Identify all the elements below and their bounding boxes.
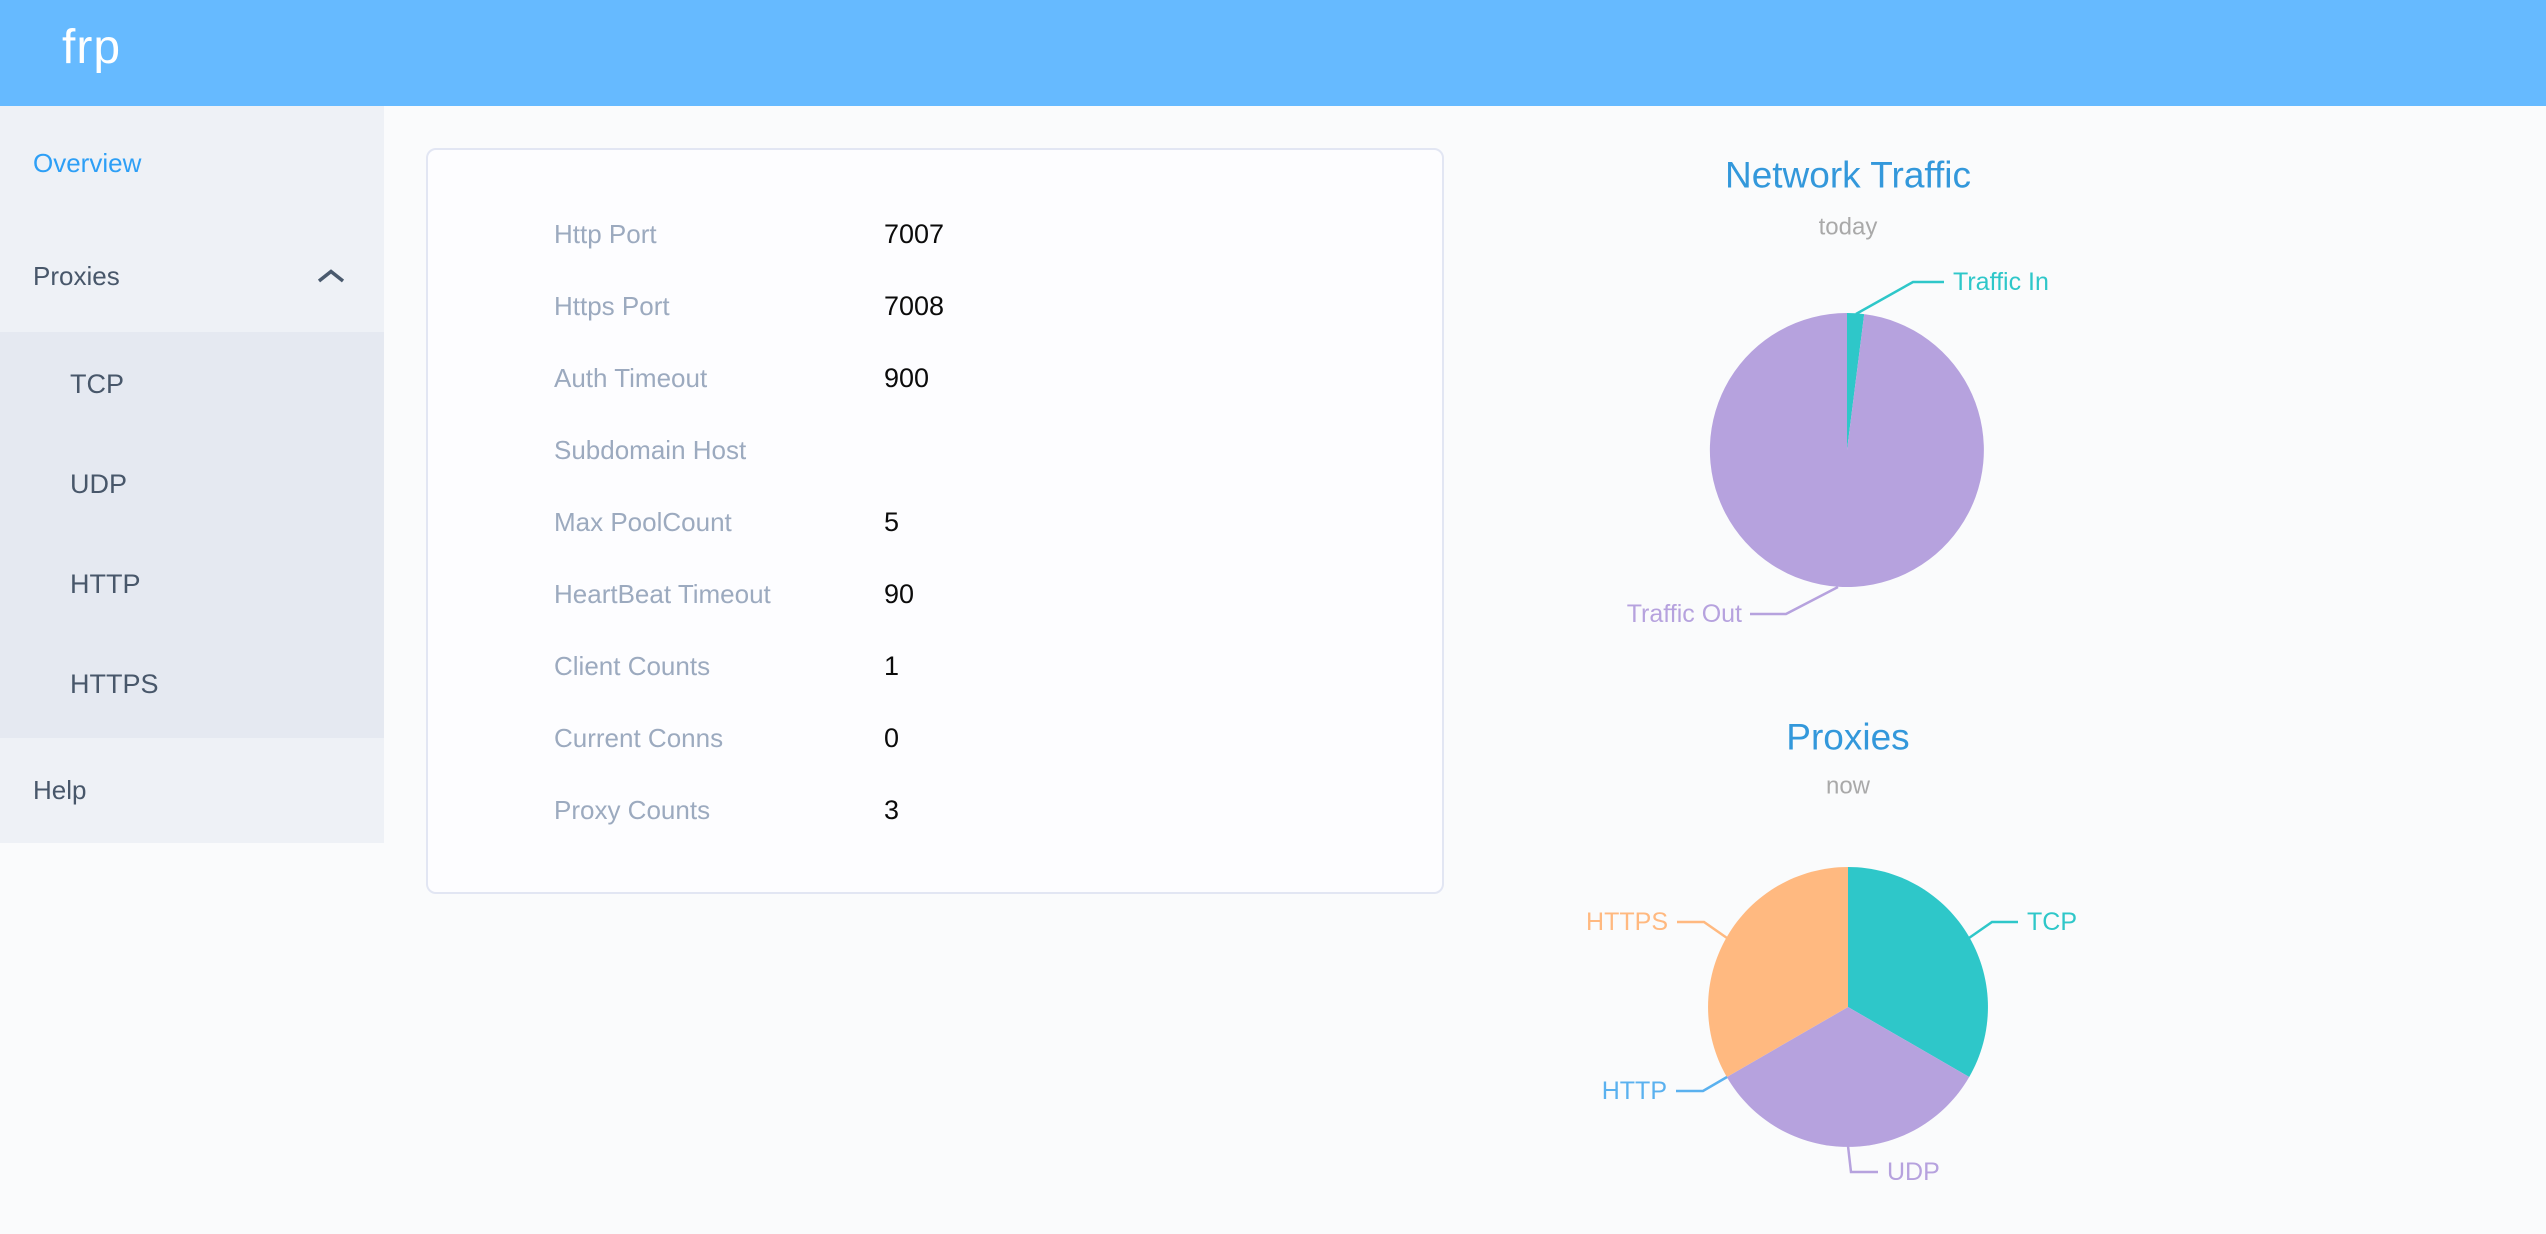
pie-label-line-tcp (1968, 920, 2018, 940)
info-value: 1 (884, 650, 900, 681)
pie-slice-https[interactable] (1708, 867, 1848, 1077)
info-label: Http Port (554, 218, 657, 249)
pie-label-line-udp (1846, 1145, 1878, 1174)
pie-label-tcp: TCP (2027, 908, 2077, 936)
chart-subtitle: now (1826, 773, 1871, 800)
sidebar-item-overview[interactable]: Overview (0, 106, 384, 220)
proxies-submenu: TCP UDP HTTP HTTPS (0, 332, 384, 738)
pie-label-udp: UDP (1887, 1158, 1940, 1186)
info-value: 0 (884, 722, 900, 753)
sidebar-item-label: Help (33, 775, 87, 805)
info-label: HeartBeat Timeout (554, 578, 771, 609)
sidebar-item-label: HTTP (70, 568, 141, 599)
sidebar-item-label: HTTPS (70, 668, 159, 699)
info-row: Https Port 7008 (428, 270, 1442, 342)
pie-label-line-traffic-out (1750, 585, 1839, 616)
info-row: Current Conns 0 (428, 702, 1442, 774)
sidebar-item-tcp[interactable]: TCP (0, 334, 384, 434)
info-value: 7008 (884, 290, 945, 321)
pie-label-line-https (1677, 920, 1728, 940)
chart-title: Network Traffic (1725, 155, 1971, 196)
info-label: Proxy Counts (554, 794, 711, 825)
info-value: 900 (884, 362, 930, 393)
pie-label-line-http (1676, 1075, 1728, 1093)
pie-label-line-traffic-in (1855, 280, 1944, 316)
sidebar-item-https[interactable]: HTTPS (0, 634, 384, 734)
info-label: Current Conns (554, 722, 724, 753)
server-info-card: Http Port 7007 Https Port 7008 Auth Time… (426, 148, 1444, 894)
info-label: Max PoolCount (554, 506, 732, 537)
info-row: Subdomain Host (428, 414, 1442, 486)
chevron-up-icon (317, 269, 345, 283)
sidebar-item-udp[interactable]: UDP (0, 434, 384, 534)
sidebar-item-help[interactable]: Help (0, 738, 384, 843)
sidebar-item-label: TCP (70, 368, 124, 399)
info-row: Http Port 7007 (428, 198, 1442, 270)
chart-subtitle: today (1819, 214, 1878, 241)
pie-slice-udp[interactable] (1726, 1007, 1970, 1147)
pie-slice-traffic-out[interactable] (1709, 312, 1984, 587)
sidebar-item-label: Proxies (33, 260, 120, 291)
info-row: Auth Timeout 900 (428, 342, 1442, 414)
pie-label-http: HTTP (1602, 1077, 1667, 1105)
server-info-rows: Http Port 7007 Https Port 7008 Auth Time… (428, 198, 1442, 846)
info-value: 90 (884, 578, 915, 609)
pie-slice-traffic-in[interactable] (1847, 313, 1865, 450)
info-row: Client Counts 1 (428, 630, 1442, 702)
info-value: 7007 (884, 218, 945, 249)
info-value: 3 (884, 794, 900, 825)
pie-label-traffic-out: Traffic Out (1627, 600, 1742, 628)
info-label: Client Counts (554, 650, 711, 681)
sidebar-item-proxies[interactable]: Proxies (0, 220, 384, 332)
pie-label-https: HTTPS (1586, 908, 1668, 936)
pie-slice-tcp[interactable] (1848, 867, 1988, 1077)
info-row: HeartBeat Timeout 90 (428, 558, 1442, 630)
sidebar-item-http[interactable]: HTTP (0, 534, 384, 634)
proxies-chart: Proxies now TCP HTTPS HTTP UDP (1586, 717, 2077, 1187)
info-label: Https Port (554, 290, 670, 321)
pie-label-traffic-in: Traffic In (1953, 268, 2049, 296)
chart-title: Proxies (1786, 717, 1909, 758)
info-row: Proxy Counts 3 (428, 774, 1442, 846)
sidebar-item-label: UDP (70, 468, 128, 499)
info-label: Auth Timeout (554, 362, 708, 393)
info-label: Subdomain Host (554, 434, 747, 465)
info-value: 5 (884, 506, 900, 537)
network-traffic-chart: Network Traffic today Traffic In Traffic Ou… (1627, 155, 2049, 629)
info-row: Max PoolCount 5 (428, 486, 1442, 558)
sidebar: Overview Proxies TCP UDP HTTP HTTPS Help (0, 106, 384, 843)
app-logo: frp (62, 21, 122, 74)
app-header: frp (0, 0, 2546, 106)
sidebar-item-label: Overview (33, 147, 142, 178)
